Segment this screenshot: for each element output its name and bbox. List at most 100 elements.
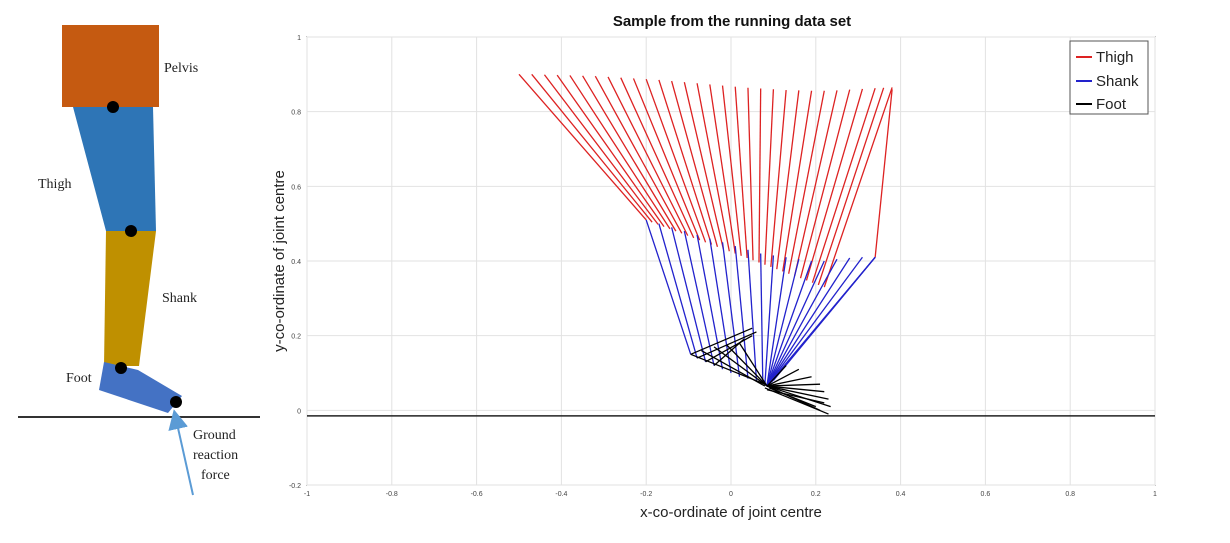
- running-chart: Sample from the running data set -1 -0.8 -…: [271, 13, 1157, 521]
- x-tick-label: -0.6: [471, 491, 483, 498]
- foot-segment-line: [766, 389, 825, 404]
- x-tick-label: 0: [729, 491, 733, 498]
- thigh-segment-line: [734, 86, 748, 259]
- foot-segment-line: [768, 387, 817, 408]
- thigh-segment-line: [658, 79, 713, 245]
- chart-title: Sample from the running data set: [613, 13, 851, 30]
- shank-segment-line: [766, 256, 863, 387]
- x-tick-label: -0.2: [640, 491, 652, 498]
- legend-label-shank: Shank: [1096, 73, 1139, 90]
- thigh-segment-line: [764, 89, 775, 265]
- thigh-segment-line: [620, 77, 695, 239]
- y-tick-labels: -0.2 0 0.2 0.4 0.6 0.8 1: [289, 35, 301, 490]
- shank-segment-line: [709, 238, 732, 374]
- legend-box: [1069, 40, 1149, 115]
- y-tick-label: 0: [297, 408, 301, 415]
- y-tick-label: 0.4: [291, 259, 301, 266]
- shank-segment-line: [766, 258, 838, 387]
- x-tick-label: 0.6: [981, 491, 991, 498]
- thigh-segment-line: [793, 90, 838, 277]
- grid-lines: [306, 36, 1156, 486]
- grf-label-line3: force: [201, 468, 230, 483]
- thigh-segment-line: [543, 74, 659, 225]
- foot-segment-line: [766, 385, 825, 393]
- shank-segment-line: [766, 257, 851, 387]
- grf-label-line2: reaction: [193, 448, 238, 463]
- legend-label-thigh: Thigh: [1096, 49, 1134, 66]
- thigh-segment-line: [805, 88, 864, 281]
- y-tick-label: -0.2: [289, 483, 301, 490]
- foot-segment-line: [766, 365, 787, 387]
- foot-segment-line: [690, 327, 753, 355]
- thigh-segment-line: [632, 78, 701, 241]
- x-axis-label: x-co-ordinate of joint centre: [640, 504, 822, 521]
- thigh-segment-line: [671, 80, 719, 247]
- y-tick-label: 0.2: [291, 334, 301, 341]
- x-tick-labels: -1 -0.8 -0.6 -0.4 -0.2 0 0.2 0.4 0.6 0.8 1: [304, 491, 1157, 498]
- hip-joint: [107, 101, 119, 113]
- y-tick-label: 0.8: [291, 110, 301, 117]
- thigh-segment-line: [709, 84, 736, 254]
- thigh-segment-line: [747, 87, 754, 261]
- ground-reaction-arrow: [168, 409, 194, 496]
- legend-label-foot: Foot: [1096, 96, 1127, 113]
- shank-segment-line: [734, 246, 749, 379]
- x-tick-label: 0.8: [1065, 491, 1075, 498]
- thigh-segment-line: [556, 74, 665, 228]
- grf-label-line1: Ground: [193, 428, 236, 443]
- thigh-segment-line: [770, 89, 787, 268]
- shank-segment-line: [658, 223, 698, 359]
- shank-segment-line: [766, 257, 787, 386]
- thigh-segment-line: [696, 83, 730, 252]
- thigh-segment-line: [776, 90, 800, 270]
- toe-joint: [170, 396, 182, 408]
- leg-segment-diagram: Pelvis Thigh Shank Foot Ground reaction …: [18, 25, 260, 496]
- thigh-segment-line: [594, 75, 683, 234]
- thigh-segment-line: [607, 76, 689, 236]
- foot-segment-line: [701, 350, 766, 387]
- thigh-segment-line: [799, 89, 851, 279]
- thigh-segment-line: [782, 90, 813, 272]
- y-tick-label: 0.6: [291, 184, 301, 191]
- shank-segment-line: [671, 227, 707, 362]
- shank-segment-line: [645, 219, 692, 355]
- shank-segment-line: [760, 253, 764, 383]
- x-tick-label: -1: [304, 491, 310, 498]
- x-tick-label: -0.8: [386, 491, 398, 498]
- y-axis-label: y-co-ordinate of joint centre: [271, 170, 288, 352]
- shank-label: Shank: [162, 291, 197, 306]
- ankle-joint: [115, 362, 127, 374]
- x-tick-label: 0.4: [896, 491, 906, 498]
- thigh-segment-line: [582, 75, 677, 232]
- thigh-segment-line: [817, 87, 885, 286]
- shank-segment-line: [683, 230, 715, 366]
- shank-segment-line: [766, 260, 825, 387]
- foot-segment-line: [726, 344, 768, 387]
- series-foot: [690, 327, 831, 415]
- x-tick-label: -0.4: [555, 491, 567, 498]
- foot-segment-line: [766, 385, 829, 400]
- shank-segment-line: [766, 258, 800, 386]
- foot-segment-line: [766, 385, 831, 408]
- foot-segment: [99, 362, 182, 413]
- pelvis-segment: [62, 25, 159, 107]
- pelvis-label: Pelvis: [164, 61, 198, 76]
- thigh-segment-line: [683, 82, 725, 250]
- foot-segment-line: [766, 368, 800, 387]
- knee-joint: [125, 225, 137, 237]
- series-shank: [645, 219, 876, 387]
- series-layer: [518, 73, 893, 415]
- thigh-segment-line: [788, 90, 825, 274]
- shank-segment: [104, 231, 156, 366]
- foot-segment-line: [767, 383, 821, 387]
- y-tick-label: 1: [297, 35, 301, 42]
- legend: Thigh Shank Foot: [1069, 40, 1149, 115]
- shank-segment-line: [764, 255, 775, 385]
- shank-segment-line: [772, 256, 876, 381]
- foot-label: Foot: [66, 371, 92, 386]
- thigh-segment-line: [721, 85, 742, 256]
- shank-segment-line: [766, 260, 813, 387]
- thigh-segment-line: [569, 75, 671, 230]
- foot-segment-line: [713, 346, 768, 387]
- shank-segment-line: [696, 234, 724, 370]
